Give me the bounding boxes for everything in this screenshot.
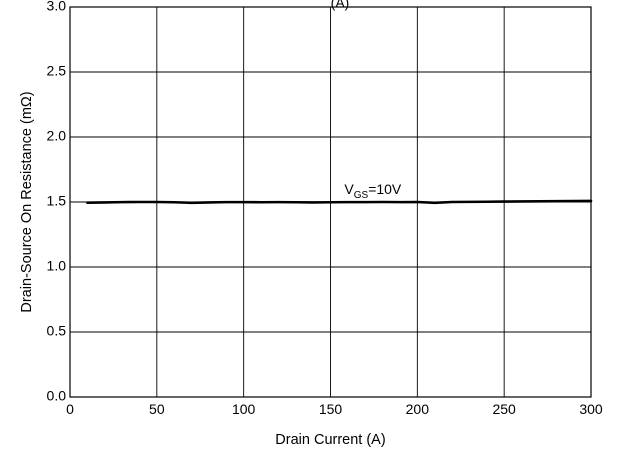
x-tick-label: 300: [579, 401, 603, 417]
y-tick-label: 1.0: [47, 258, 67, 274]
x-tick-label: 150: [319, 401, 343, 417]
vgs-annotation-main: V: [344, 181, 354, 197]
chart-title: (A): [331, 0, 350, 11]
vgs-annotation: VGS=10V: [344, 181, 402, 201]
y-tick-label: 0.5: [47, 323, 67, 339]
y-axis-label: Drain-Source On Resistance (mΩ): [19, 91, 35, 312]
series-line: [86, 199, 593, 205]
y-tick-label: 0.0: [47, 388, 67, 404]
vgs-annotation-subscript: GS: [354, 190, 369, 201]
x-axis: 0 50 100 150 200 250 300: [66, 401, 603, 417]
series-layer: [86, 199, 593, 205]
y-tick-label: 2.0: [47, 128, 67, 144]
x-tick-label: 0: [66, 401, 74, 417]
vgs-annotation-value: =10V: [368, 181, 402, 197]
x-tick-label: 200: [406, 401, 430, 417]
x-tick-label: 250: [492, 401, 516, 417]
y-axis: 0.0 0.5 1.0 1.5 2.0 2.5 3.0: [47, 0, 67, 404]
y-tick-label: 1.5: [47, 193, 67, 209]
x-axis-label: Drain Current (A): [275, 432, 385, 448]
y-tick-label: 2.5: [47, 63, 67, 79]
x-tick-label: 100: [232, 401, 256, 417]
x-tick-label: 50: [149, 401, 165, 417]
y-tick-label: 3.0: [47, 0, 67, 14]
